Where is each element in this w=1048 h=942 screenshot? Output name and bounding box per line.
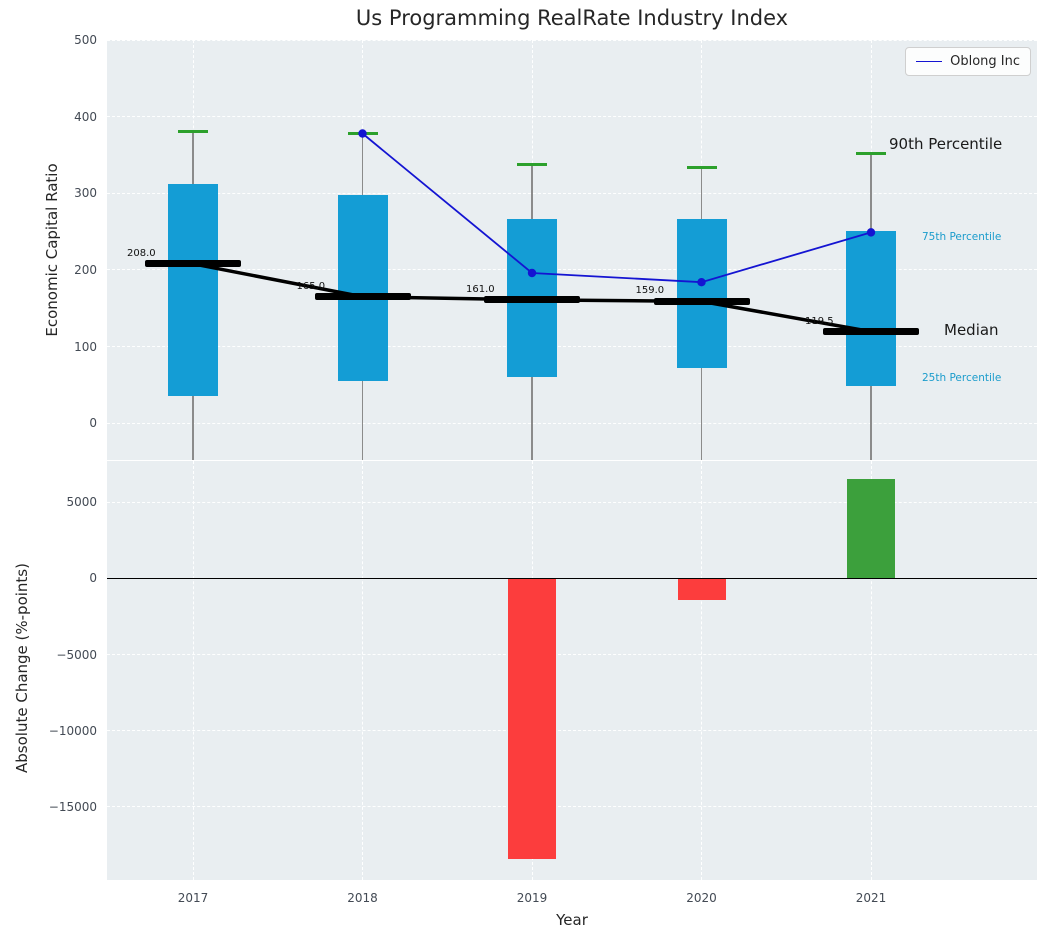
change-bar-2021 [847, 479, 895, 579]
gridline [107, 192, 1037, 194]
gridline [107, 40, 1037, 41]
y-tick-label: −10000 [48, 723, 97, 738]
series-lines-svg [192, 129, 876, 334]
top-panel-plot-area: 208.0 165.0 161.0 159.0 119.5 [107, 40, 1037, 460]
gridline [107, 116, 1037, 118]
change-bar-2019 [508, 578, 556, 859]
oblong-line [361, 132, 872, 284]
y-tick-label: 500 [74, 33, 97, 47]
percentile-box-2020 [676, 219, 727, 368]
percentile-box-2017 [168, 184, 218, 397]
x-tick-label: 2017 [177, 891, 209, 905]
y-tick-label: −5000 [56, 647, 97, 662]
median-value-label-2019: 161.0 [466, 283, 495, 295]
p90-cap-2019 [517, 163, 547, 167]
median-value-label-2020: 159.0 [635, 285, 665, 297]
legend-label: Oblong Inc [950, 54, 1020, 69]
gridline [107, 501, 1037, 503]
zero-line [107, 577, 1037, 580]
annotation-75th-percentile: 75th Percentile [922, 231, 1002, 243]
change-bar-2020 [677, 578, 726, 600]
y-tick-label: 5000 [66, 495, 97, 510]
median-value-label-2018: 165.0 [296, 280, 326, 292]
annotation-25th-percentile: 25th Percentile [922, 372, 1002, 384]
annotation-median: Median [944, 321, 999, 339]
y-tick-label: 300 [74, 186, 97, 201]
x-tick-label: 2018 [347, 891, 378, 905]
y-tick-label: 400 [74, 109, 97, 124]
p90-cap-2020 [686, 166, 717, 170]
y-tick-label: 100 [74, 339, 97, 354]
median-segment-2018 [314, 293, 411, 301]
x-axis-label: Year [556, 911, 588, 929]
gridline [107, 269, 1037, 271]
legend: Oblong Inc [905, 47, 1031, 76]
gridline [870, 461, 872, 880]
gridline [362, 461, 363, 880]
gridline [107, 730, 1037, 732]
legend-line-swatch [916, 61, 943, 62]
chart-title: Us Programming RealRate Industry Index [355, 6, 789, 30]
y-tick-label: −15000 [48, 799, 97, 814]
y-tick-label: 200 [74, 262, 97, 277]
percentile-box-2018 [337, 194, 388, 382]
median-segment-2020 [653, 297, 750, 305]
y-tick-label: 0 [89, 571, 97, 586]
gridline [107, 806, 1037, 808]
y-tick-label: 0 [89, 416, 97, 431]
p90-cap-2017 [178, 129, 208, 133]
median-value-label-2021: 119.5 [805, 315, 834, 327]
gridline [701, 461, 702, 880]
x-tick-label: 2019 [516, 891, 548, 905]
percentile-box-2021 [846, 230, 896, 387]
annotation-90th-percentile: 90th Percentile [889, 135, 1003, 153]
bottom-panel-plot-area [107, 461, 1037, 880]
gridline [107, 422, 1037, 424]
median-value-label-2017: 208.0 [127, 247, 156, 259]
bottom-y-axis-label: Absolute Change (%-points) [13, 563, 31, 773]
x-tick-label: 2020 [686, 891, 717, 905]
gridline [107, 654, 1037, 655]
median-segment-2017 [145, 260, 241, 268]
median-segment-2019 [484, 296, 580, 304]
gridline [192, 461, 194, 880]
median-segment-2021 [823, 328, 919, 336]
gridline [107, 346, 1037, 348]
x-tick-label: 2021 [855, 891, 887, 905]
p90-cap-2018 [347, 132, 378, 135]
p90-cap-2021 [856, 151, 886, 155]
